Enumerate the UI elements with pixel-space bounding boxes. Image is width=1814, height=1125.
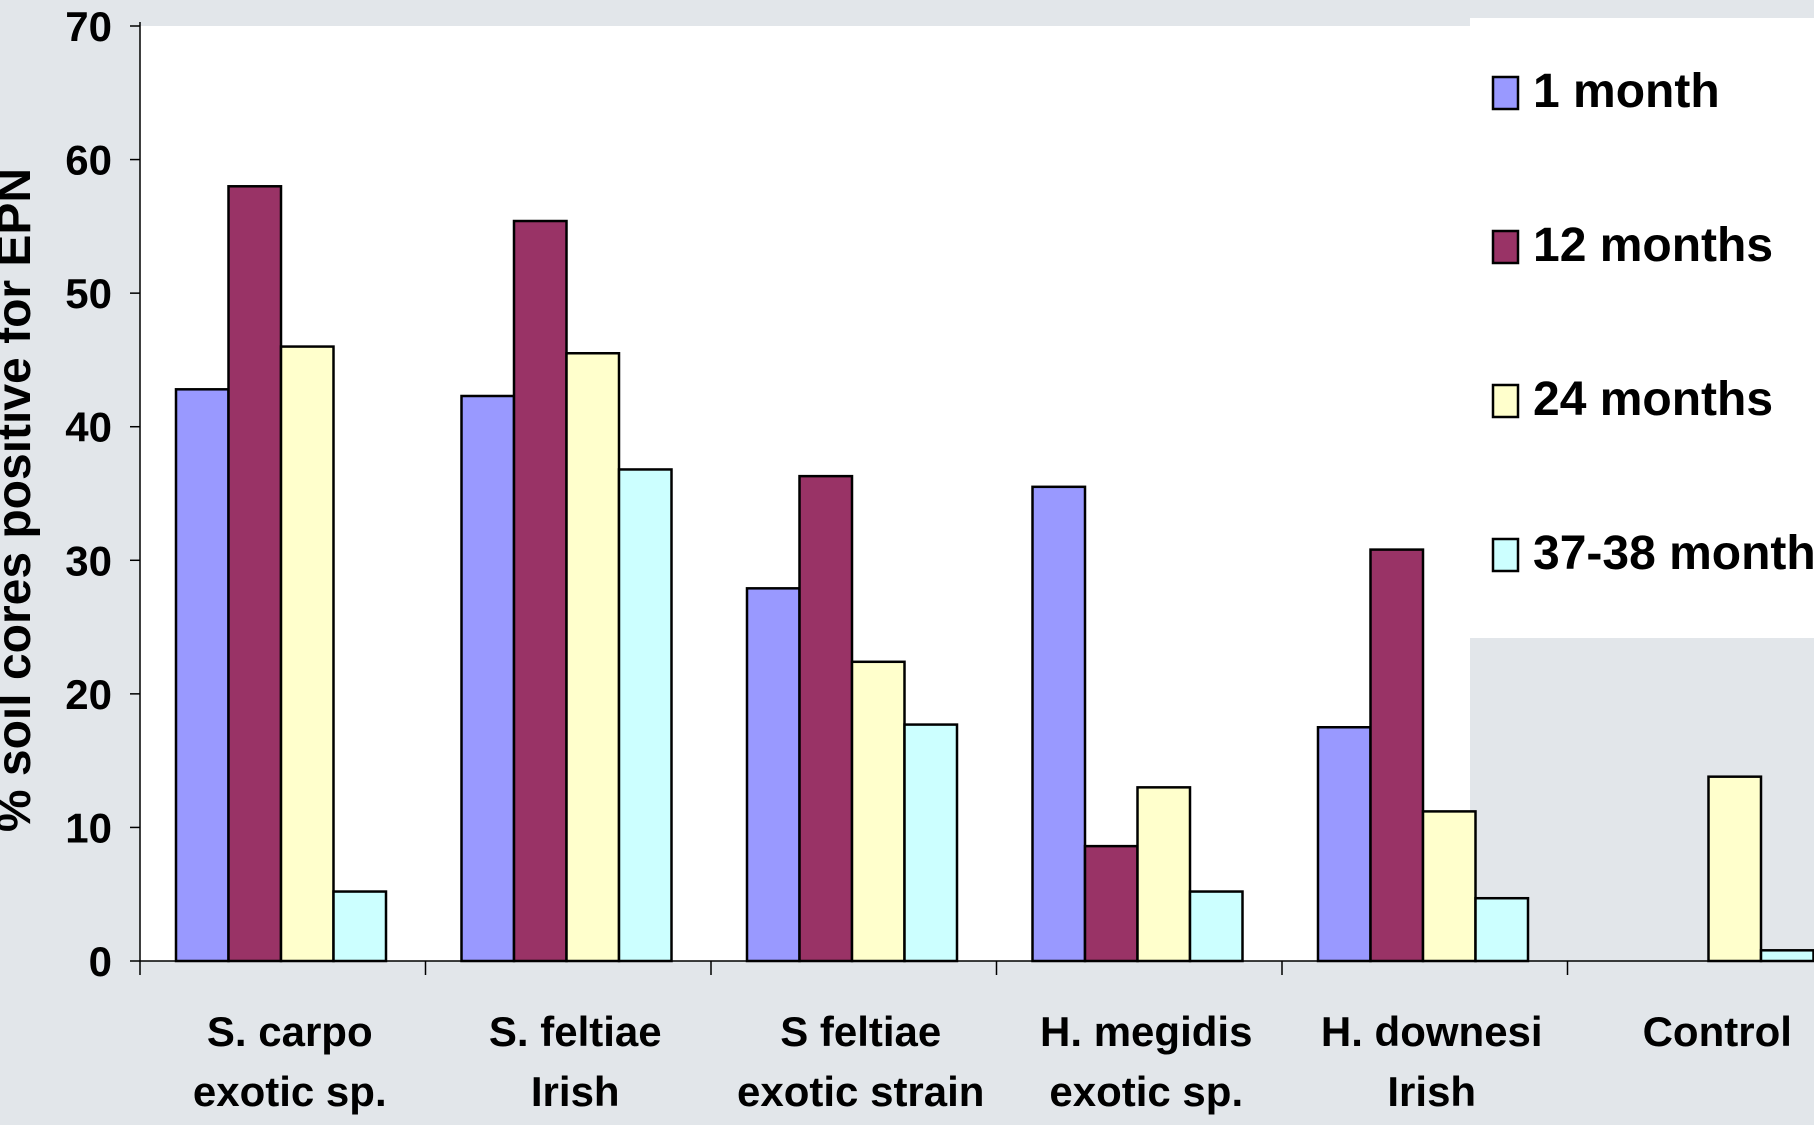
x-tick-label: exotic sp. xyxy=(193,1068,387,1115)
y-tick-label: 40 xyxy=(65,404,112,451)
legend-label: 1 month xyxy=(1533,65,1720,118)
axes-layer: 0 10 20 30 40 50 60 70 S. carpo exotic sp. S. felt… xyxy=(65,3,1814,1115)
y-tick-label: 20 xyxy=(65,671,112,718)
x-tick-label: exotic sp. xyxy=(1049,1068,1243,1115)
bar xyxy=(1369,548,1425,963)
legend-label: 12 months xyxy=(1533,219,1773,272)
x-tick-label: S feltiae xyxy=(780,1008,941,1055)
bar xyxy=(1031,485,1087,963)
bar xyxy=(1759,949,1814,963)
bar xyxy=(512,219,568,963)
legend-swatch xyxy=(1491,75,1520,111)
bar xyxy=(1316,726,1372,963)
y-tick-label: 30 xyxy=(65,537,112,584)
legend-swatch xyxy=(1491,229,1520,265)
bar xyxy=(798,474,854,963)
legend-label: 37-38 month xyxy=(1533,527,1814,580)
x-tick-label: Irish xyxy=(531,1068,620,1115)
x-tick-label: exotic strain xyxy=(737,1068,984,1115)
bar xyxy=(565,352,621,963)
bar xyxy=(850,660,906,963)
bar xyxy=(460,394,516,963)
bar xyxy=(332,890,388,963)
legend-swatch xyxy=(1491,383,1520,419)
legend-box xyxy=(1470,18,1814,638)
bars-layer xyxy=(174,185,1814,963)
y-tick-label: 10 xyxy=(65,804,112,851)
x-tick-label: H. megidis xyxy=(1040,1008,1252,1055)
x-tick-label: S. carpo xyxy=(207,1008,373,1055)
legend-swatch xyxy=(1491,537,1520,573)
bar xyxy=(617,468,673,963)
x-tick-label: Control xyxy=(1643,1008,1792,1055)
bar xyxy=(1421,810,1477,963)
bar xyxy=(745,587,801,963)
bar xyxy=(1136,786,1192,963)
legend: 1 month 12 months 24 months 37-38 month xyxy=(1491,65,1814,580)
bar xyxy=(1188,890,1244,963)
bar xyxy=(227,185,283,963)
bar xyxy=(1474,896,1530,963)
bar xyxy=(279,345,335,963)
y-tick-label: 0 xyxy=(89,938,112,985)
y-tick-label: 50 xyxy=(65,270,112,317)
bar xyxy=(903,723,959,963)
bar xyxy=(1707,775,1763,963)
x-tick-label: S. feltiae xyxy=(489,1008,662,1055)
y-tick-label: 60 xyxy=(65,137,112,184)
legend-label: 24 months xyxy=(1533,373,1773,426)
x-tick-label: H. downesi xyxy=(1321,1008,1543,1055)
x-tick-label: Irish xyxy=(1387,1068,1476,1115)
bar xyxy=(174,388,230,963)
y-axis-label: % soil cores positive for EPN xyxy=(0,168,41,832)
bar xyxy=(1083,844,1139,963)
y-tick-label: 70 xyxy=(65,3,112,50)
